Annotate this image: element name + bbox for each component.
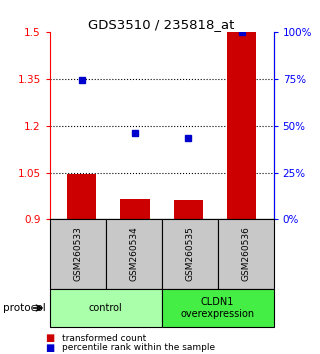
Text: protocol: protocol [3,303,46,313]
Text: GSM260534: GSM260534 [129,227,138,281]
Text: ■: ■ [45,343,54,353]
Bar [67,174,96,219]
Text: GSM260533: GSM260533 [73,227,82,281]
Text: percentile rank within the sample: percentile rank within the sample [62,343,216,353]
Text: transformed count: transformed count [62,333,147,343]
Text: GSM260535: GSM260535 [185,227,194,281]
Bar [174,200,203,219]
Text: ■: ■ [45,333,54,343]
Text: GSM260536: GSM260536 [241,227,250,281]
Title: GDS3510 / 235818_at: GDS3510 / 235818_at [88,18,235,31]
Text: control: control [89,303,123,313]
Bar [227,32,256,219]
Text: CLDN1
overexpression: CLDN1 overexpression [180,297,255,319]
Bar [120,199,150,219]
